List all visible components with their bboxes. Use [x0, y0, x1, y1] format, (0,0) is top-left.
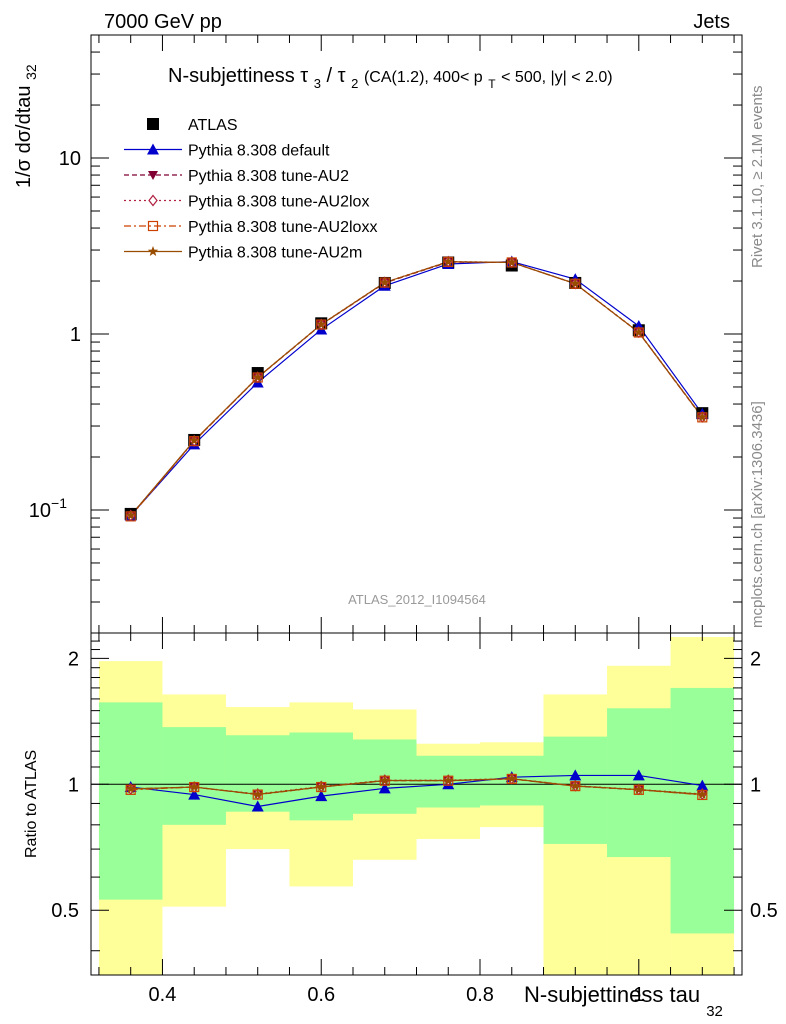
y-tick-label-ratio-right: 0.5: [750, 900, 778, 922]
y-tick-label-main-exp: −1: [51, 495, 67, 511]
series-line: [130, 261, 703, 517]
data-point: [633, 326, 645, 337]
x-tick-label: 1: [633, 984, 644, 1006]
legend: ATLAS Pythia 8.308 default Pythia 8.308 tu…: [124, 117, 377, 262]
data-point: [316, 318, 327, 329]
title-cuts-b: < 500, |y| < 2.0): [501, 69, 613, 86]
data-point: [188, 435, 200, 446]
title-slash: /: [327, 65, 333, 87]
legend-label: ATLAS: [188, 117, 238, 134]
legend-label: Pythia 8.308 tune-AU2lox: [188, 194, 369, 211]
x-axis-label-text: N-subjettiness tau: [524, 982, 700, 1007]
legend-label: Pythia 8.308 tune-AU2m: [188, 245, 362, 262]
ratio-point: [316, 781, 327, 792]
x-tick-label: 0.4: [149, 984, 177, 1006]
ratio-series-layer: [124, 769, 709, 812]
band-inner: [98, 702, 163, 900]
data-point: [443, 256, 454, 267]
title-cuts-a: (CA(1.2), 400< p: [364, 69, 483, 86]
ratio-point: [506, 773, 517, 784]
ratio-point: [252, 788, 263, 799]
ratio-point: [378, 782, 391, 794]
title-tau3: τ: [300, 65, 308, 87]
chart-title: N-subjettiness τ 3 / τ 2 (CA(1.2), 400< …: [168, 65, 613, 93]
ratio-point: [188, 788, 201, 800]
header-left: 7000 GeV pp: [104, 11, 222, 33]
y-axis-label-ratio: Ratio to ATLAS: [23, 750, 40, 858]
data-point: [252, 371, 263, 382]
data-point: [506, 256, 517, 267]
ratio-line: [130, 774, 703, 808]
data-point: [570, 278, 581, 289]
y-tick-label-main: 10: [59, 148, 81, 170]
series-line: [130, 261, 703, 516]
header-right: Jets: [693, 11, 730, 33]
y-axis-label-main-text: 1/σ dσ/dtau: [13, 85, 35, 188]
y-axis-label-main: 1/σ dσ/dtau 32: [13, 64, 39, 188]
analysis-watermark: ATLAS_2012_I1094564: [348, 592, 486, 607]
y-tick-label-ratio: 2: [68, 648, 79, 670]
legend-marker: [148, 171, 158, 180]
mcplots-label: mcplots.cern.ch [arXiv:1306.3436]: [749, 401, 766, 628]
legend-marker: [147, 220, 159, 232]
title-tau3-sub: 3: [314, 76, 321, 91]
band-inner: [670, 687, 735, 934]
x-tick-label: 0.6: [307, 984, 335, 1006]
legend-marker: [147, 143, 159, 155]
series-line: [130, 261, 703, 516]
y-tick-label-main: 10−1: [29, 495, 67, 522]
series-line: [130, 260, 703, 516]
legend-label: Pythia 8.308 tune-AU2loxx: [188, 219, 377, 236]
y-axis-label-main-sub: 32: [23, 64, 39, 80]
ratio-point: [632, 769, 645, 781]
ratio-point: [570, 780, 581, 791]
series-line: [130, 260, 703, 516]
y-tick-label-main-base: 10: [29, 500, 51, 522]
ratio-point: [125, 783, 136, 794]
data-point: [697, 411, 708, 422]
title-cuts-sub: T: [488, 77, 496, 91]
y-tick-label-ratio-right: 2: [750, 648, 761, 670]
legend-marker: [147, 246, 159, 256]
legend-label: Pythia 8.308 default: [188, 143, 330, 160]
band-inner: [607, 708, 671, 858]
title-tau2: τ: [338, 65, 346, 87]
x-axis-label: N-subjettiness tau 32: [524, 982, 723, 1020]
x-tick-label: 0.8: [466, 984, 494, 1006]
ratio-uncertainty-bands: [98, 636, 735, 975]
y-tick-label-ratio: 0.5: [51, 900, 79, 922]
ratio-point: [315, 790, 328, 802]
y-tick-label-ratio: 1: [68, 774, 79, 796]
legend-label: Pythia 8.308 tune-AU2: [188, 168, 349, 185]
ratio-point: [188, 781, 200, 792]
band-inner: [225, 735, 290, 812]
ratio-point: [569, 769, 582, 781]
title-prefix: N-subjettiness: [168, 65, 295, 87]
data-point: [125, 510, 136, 520]
ratio-point: [633, 784, 645, 795]
band-inner: [289, 732, 353, 821]
rivet-label: Rivet 3.1.10, ≥ 2.1M events: [749, 86, 766, 269]
ratio-point: [251, 800, 264, 812]
legend-marker: [147, 118, 159, 130]
ratio-point: [379, 775, 390, 785]
main-series-layer: [124, 255, 709, 522]
ratio-point: [696, 779, 709, 791]
title-tau2-sub: 2: [351, 76, 358, 91]
y-tick-label-ratio-right: 1: [750, 774, 761, 796]
ratio-line: [130, 778, 703, 795]
y-tick-label-main: 1: [70, 324, 81, 346]
x-axis-label-sub: 32: [706, 1003, 723, 1020]
ratio-point: [443, 775, 454, 785]
ratio-point: [697, 788, 708, 799]
data-point: [379, 276, 390, 287]
ratio-plot-frame: 2 2 1 1 0.5 0.5 0.4 0.6 0.8 1: [51, 632, 778, 1006]
legend-marker: [148, 194, 158, 207]
band-inner: [162, 727, 226, 825]
